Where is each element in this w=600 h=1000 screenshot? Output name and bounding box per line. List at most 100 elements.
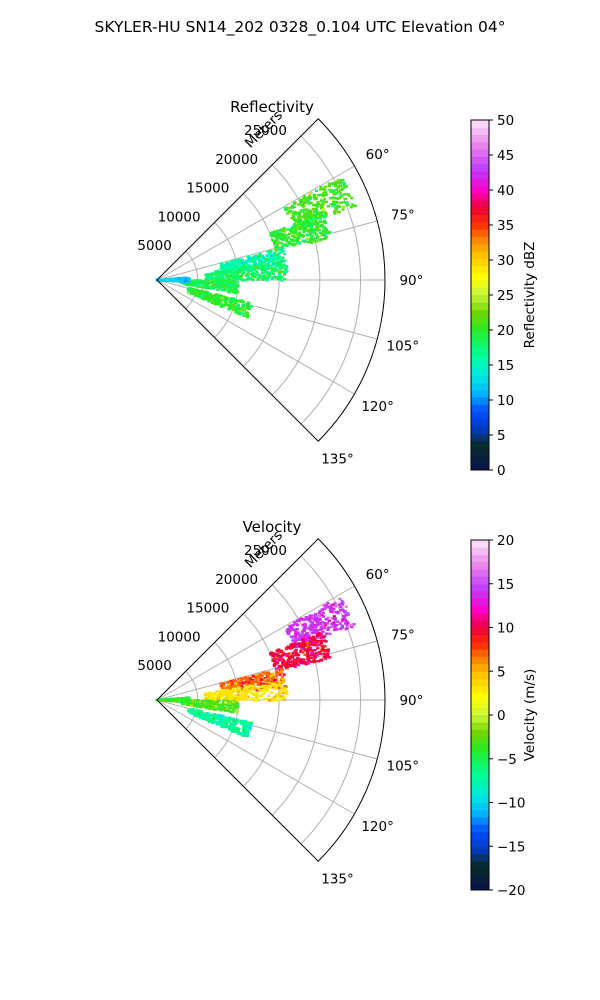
- echo-pixel: [261, 265, 265, 269]
- echo-pixel: [263, 686, 267, 690]
- echo-pixel: [343, 619, 348, 622]
- echo-pixel: [350, 203, 355, 206]
- echo-pixel: [244, 686, 248, 689]
- echo-pixel: [212, 701, 216, 705]
- echo-pixel: [240, 273, 244, 276]
- echo-pixel: [332, 203, 337, 207]
- colorbar-segment: [471, 795, 489, 803]
- echo-pixel: [345, 620, 349, 623]
- echo-pixel: [306, 213, 311, 216]
- echo-pixel: [204, 293, 208, 297]
- echo-pixel: [280, 658, 284, 662]
- echo-pixel: [286, 627, 290, 631]
- echo-pixel: [303, 653, 307, 657]
- echo-pixel: [232, 727, 236, 730]
- echo-pixel: [329, 625, 334, 629]
- echo-pixel: [249, 277, 253, 280]
- echo-pixel: [339, 627, 343, 631]
- echo-pixel: [280, 233, 284, 236]
- echo-pixel: [294, 652, 299, 655]
- echo-pixel: [317, 202, 321, 206]
- echo-pixel: [301, 638, 305, 642]
- echo-pixel: [315, 640, 320, 643]
- echo-pixel: [286, 228, 290, 231]
- echo-pixel: [218, 282, 222, 286]
- echo-pixel: [316, 620, 320, 624]
- echo-pixel: [239, 275, 244, 278]
- echo-pixel: [290, 660, 294, 663]
- echo-pixel: [318, 643, 322, 646]
- echo-pixel: [295, 225, 299, 229]
- echo-pixel: [279, 278, 283, 281]
- echo-pixel: [307, 649, 311, 652]
- echo-pixel: [322, 228, 326, 232]
- echo-pixel: [274, 669, 279, 672]
- echo-pixel: [276, 699, 280, 702]
- echo-pixel: [266, 262, 271, 266]
- echo-pixel: [238, 678, 242, 682]
- colorbar-segment: [471, 149, 489, 157]
- echo-pixel: [260, 674, 264, 678]
- echo-pixel: [215, 693, 219, 697]
- echo-pixel: [328, 608, 333, 612]
- echo-pixel: [222, 702, 227, 705]
- colorbar-segment: [471, 773, 489, 782]
- echo-pixel: [250, 688, 254, 691]
- echo-pixel: [279, 697, 283, 701]
- colorbar-tick-label: 0: [497, 708, 506, 724]
- polar-frame: [156, 118, 386, 442]
- echo-pixel: [191, 291, 195, 294]
- echo-pixel: [229, 718, 233, 721]
- echo-pixel: [272, 239, 276, 243]
- echo-pixel: [275, 692, 279, 696]
- echo-pixel: [257, 263, 261, 267]
- echo-pixel: [299, 659, 303, 663]
- echo-pixel: [196, 700, 200, 703]
- echo-pixel: [268, 684, 272, 688]
- echo-pixel: [256, 273, 260, 276]
- echo-pixel: [294, 630, 298, 633]
- echo-pixel: [223, 706, 227, 710]
- echo-pixel: [309, 191, 313, 195]
- echo-pixel: [250, 265, 254, 268]
- echo-pixel: [306, 638, 310, 642]
- echo-pixel: [319, 199, 323, 202]
- echo-pixel: [309, 215, 314, 219]
- echo-pixel: [323, 185, 327, 189]
- echo-pixel: [251, 679, 255, 682]
- echo-pixel: [227, 305, 232, 309]
- radial-tick-label: 15000: [186, 601, 229, 617]
- echo-pixel: [225, 699, 229, 702]
- echo-pixel: [206, 699, 210, 703]
- echo-pixel: [338, 622, 342, 625]
- echo-pixel: [346, 193, 350, 196]
- echo-pixel: [203, 715, 207, 718]
- echo-pixel: [297, 233, 301, 237]
- echo-pixel: [283, 653, 287, 656]
- echo-pixel: [314, 641, 318, 645]
- echo-pixel: [297, 236, 301, 239]
- echo-pixel: [293, 640, 298, 643]
- echo-pixel: [222, 303, 226, 307]
- echo-pixel: [309, 241, 314, 244]
- echo-pixel: [213, 281, 218, 285]
- echo-pixel: [206, 694, 211, 698]
- echo-pixel: [223, 701, 228, 704]
- echo-pixel: [250, 278, 255, 281]
- echo-pixel: [307, 634, 311, 637]
- echo-pixel: [270, 264, 275, 267]
- echo-pixel: [321, 621, 325, 624]
- reflectivity-panel: Reflectivity500010000150002000025000Mete…: [137, 98, 538, 479]
- echo-pixel: [292, 235, 297, 239]
- echo-pixel: [318, 217, 322, 220]
- echo-pixel: [318, 610, 322, 613]
- echo-pixel: [329, 202, 333, 206]
- colorbar-segment: [471, 127, 489, 135]
- echo-pixel: [339, 188, 343, 192]
- colorbar-segment: [471, 540, 489, 548]
- colorbar-segment: [471, 620, 489, 628]
- echo-pixel: [271, 262, 275, 266]
- echo-pixel: [249, 686, 253, 689]
- echo-pixel: [319, 658, 323, 662]
- echo-pixel: [309, 201, 313, 205]
